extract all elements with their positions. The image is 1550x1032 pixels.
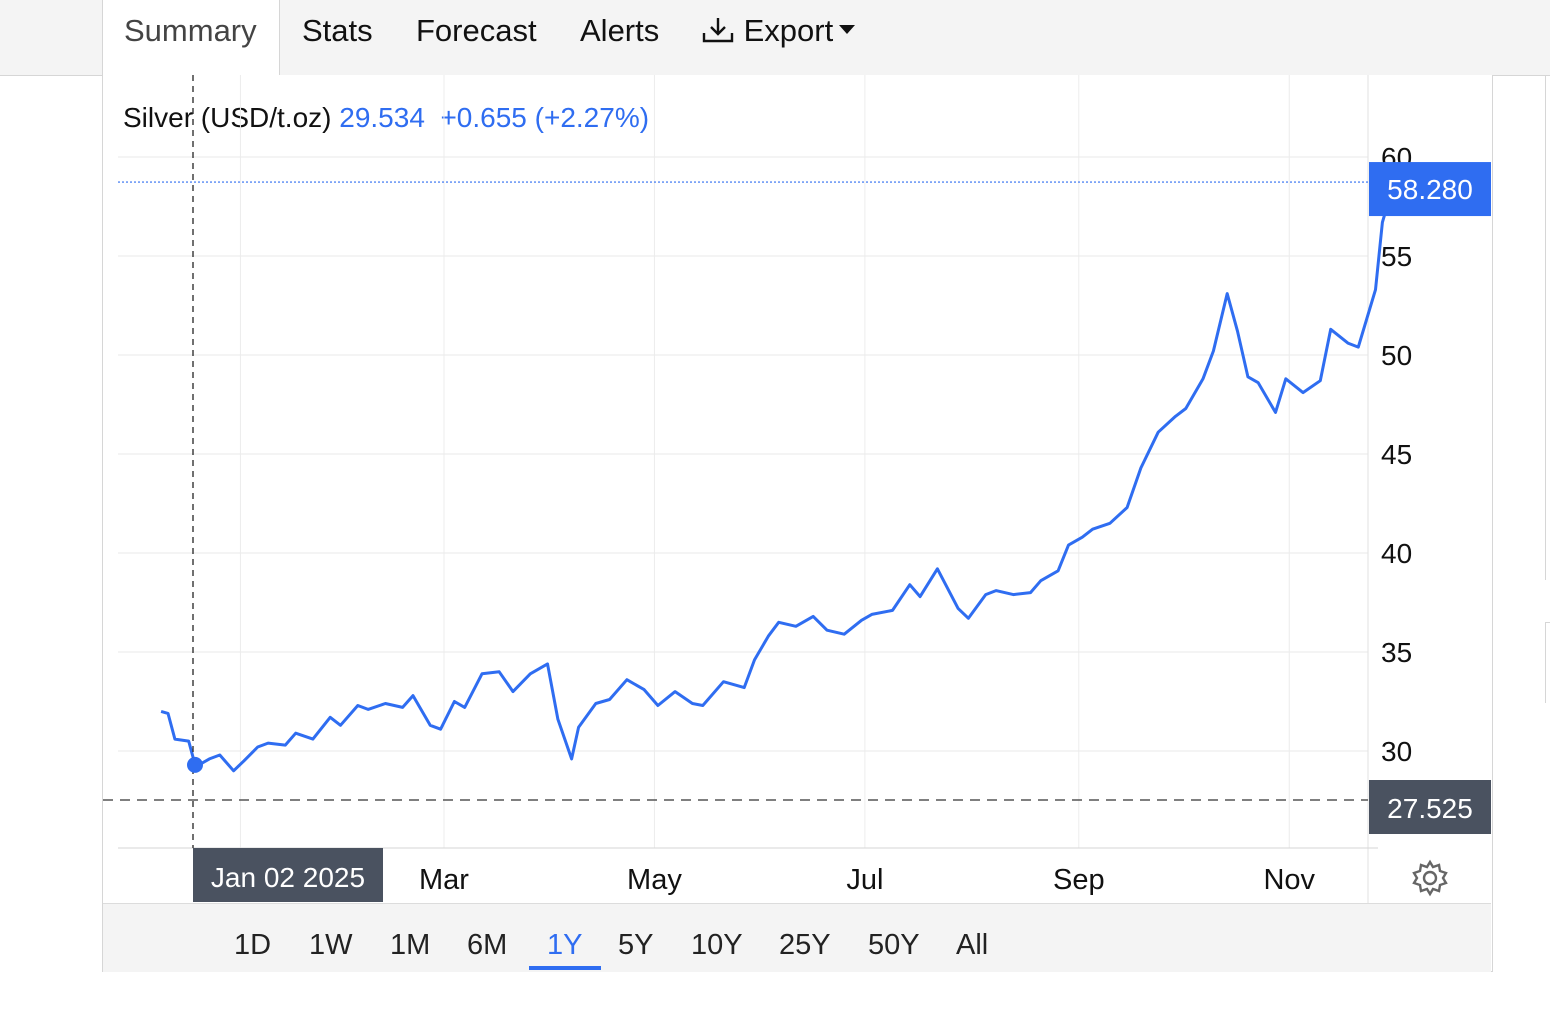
export-button[interactable]: Export [701, 0, 856, 62]
legend-price: 29.534 [339, 102, 425, 133]
active-range-indicator [529, 966, 601, 970]
side-panel-edge [1545, 622, 1550, 703]
range-6m-button[interactable]: 6M [467, 929, 508, 961]
tab-summary[interactable]: Summary [102, 0, 280, 76]
chevron-down-icon [839, 25, 856, 35]
range-1w-button[interactable]: 1W [309, 929, 353, 961]
range-1m-button[interactable]: 1M [390, 929, 431, 961]
range-50y-button[interactable]: 50Y [868, 929, 920, 961]
legend-change: +0.655 (+2.27%) [440, 102, 650, 133]
range-10y-button[interactable]: 10Y [691, 929, 743, 961]
chart-panel [102, 75, 1493, 972]
range-1d-button[interactable]: 1D [234, 929, 272, 961]
range-all-button[interactable]: All [956, 929, 989, 961]
chart-legend: Silver (USD/t.oz) 29.534 +0.655 (+2.27%) [123, 102, 649, 134]
tab-stats[interactable]: Stats [302, 13, 373, 48]
export-label: Export [743, 13, 834, 48]
legend-instrument: Silver (USD/t.oz) [123, 102, 332, 133]
range-25y-button[interactable]: 25Y [779, 929, 831, 961]
range-5y-button[interactable]: 5Y [618, 929, 654, 961]
gear-icon[interactable] [1410, 858, 1450, 898]
download-icon [702, 17, 734, 43]
tab-alerts[interactable]: Alerts [580, 13, 660, 48]
range-selector: 1D 1W 1M 6M 1Y 5Y 10Y 25Y 50Y All [103, 903, 1491, 972]
side-panel-edge [1545, 75, 1550, 580]
range-1y-button[interactable]: 1Y [547, 929, 583, 961]
tab-forecast[interactable]: Forecast [416, 13, 537, 48]
